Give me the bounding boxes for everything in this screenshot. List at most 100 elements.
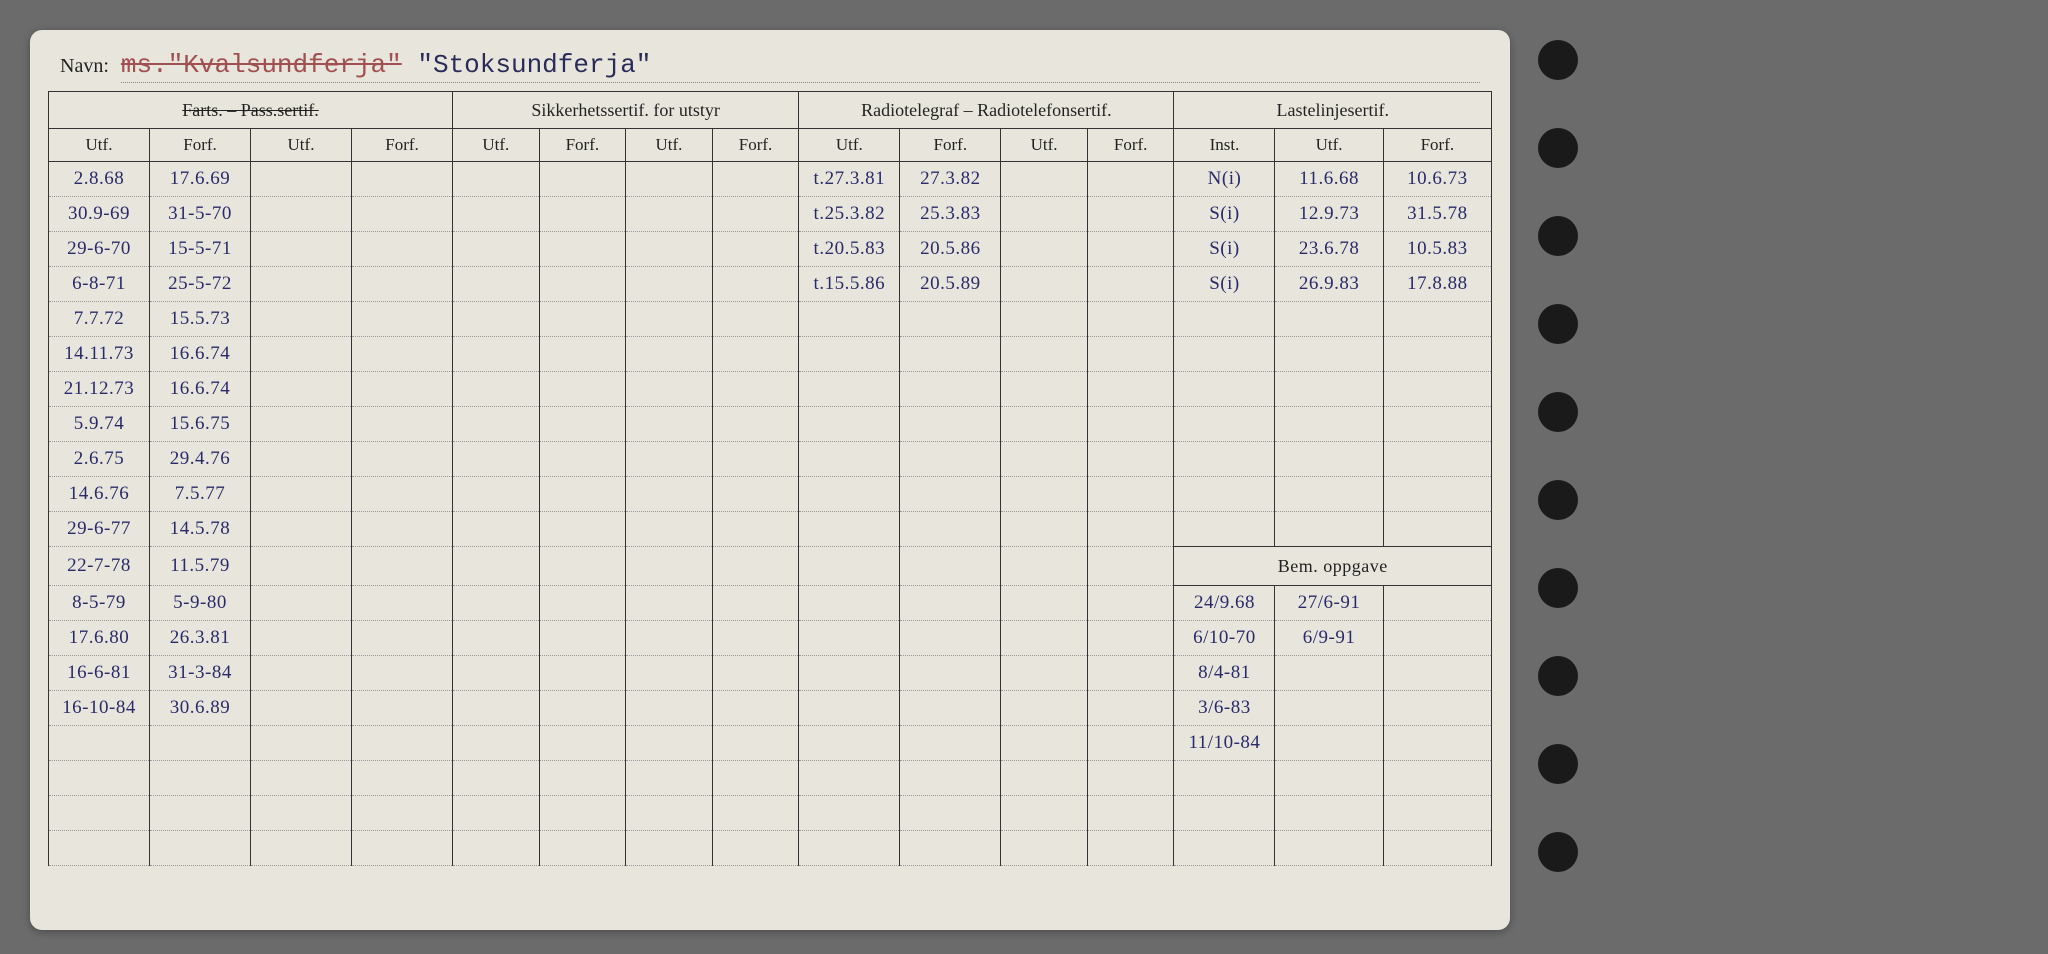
cell bbox=[352, 232, 453, 267]
cell bbox=[251, 796, 352, 831]
cell bbox=[799, 337, 900, 372]
table-row: 29-6-7714.5.78 bbox=[49, 512, 1492, 547]
cell bbox=[1275, 512, 1383, 547]
cell bbox=[1174, 372, 1275, 407]
cell bbox=[900, 407, 1001, 442]
col-utf: Utf. bbox=[453, 129, 540, 162]
cell bbox=[453, 302, 540, 337]
cell bbox=[1087, 197, 1174, 232]
hole-icon bbox=[1538, 216, 1578, 256]
cell: 29-6-77 bbox=[49, 512, 150, 547]
hole-icon bbox=[1538, 656, 1578, 696]
cell bbox=[1001, 477, 1088, 512]
col-utf: Utf. bbox=[251, 129, 352, 162]
cell bbox=[1001, 197, 1088, 232]
cell: 23.6.78 bbox=[1275, 232, 1383, 267]
col-forf: Forf. bbox=[539, 129, 626, 162]
cell bbox=[539, 512, 626, 547]
cell bbox=[150, 726, 251, 761]
navn-label: Navn: bbox=[60, 55, 109, 78]
cell bbox=[539, 831, 626, 866]
cell bbox=[626, 372, 713, 407]
cell bbox=[900, 761, 1001, 796]
cell bbox=[1001, 796, 1088, 831]
cell bbox=[150, 796, 251, 831]
cell bbox=[1174, 831, 1275, 866]
cell bbox=[712, 407, 799, 442]
cell: 26.9.83 bbox=[1275, 267, 1383, 302]
table-body: 2.8.6817.6.69t.27.3.8127.3.82N(i)11.6.68… bbox=[49, 162, 1492, 866]
cell bbox=[49, 761, 150, 796]
cell bbox=[453, 407, 540, 442]
cell bbox=[1174, 512, 1275, 547]
cell bbox=[251, 267, 352, 302]
cell: 11.5.79 bbox=[150, 547, 251, 586]
table-row: 6-8-7125-5-72t.15.5.8620.5.89S(i)26.9.83… bbox=[49, 267, 1492, 302]
cell: 6-8-71 bbox=[49, 267, 150, 302]
table-row bbox=[49, 796, 1492, 831]
cell bbox=[1383, 302, 1491, 337]
cell bbox=[626, 586, 713, 621]
cell bbox=[251, 162, 352, 197]
cell bbox=[712, 691, 799, 726]
cell: 15.6.75 bbox=[150, 407, 251, 442]
cell bbox=[352, 442, 453, 477]
cell bbox=[453, 477, 540, 512]
cell bbox=[1087, 232, 1174, 267]
cell bbox=[539, 656, 626, 691]
cell bbox=[1001, 761, 1088, 796]
cell: 5-9-80 bbox=[150, 586, 251, 621]
cell bbox=[352, 162, 453, 197]
cell bbox=[712, 442, 799, 477]
cell: 6/9-91 bbox=[1275, 621, 1383, 656]
hole-icon bbox=[1538, 128, 1578, 168]
cell bbox=[251, 586, 352, 621]
cell bbox=[1087, 656, 1174, 691]
cell bbox=[1275, 726, 1383, 761]
cell bbox=[539, 162, 626, 197]
cell bbox=[712, 586, 799, 621]
cell bbox=[1174, 761, 1275, 796]
cell bbox=[712, 621, 799, 656]
header-row: Navn: ms."Kvalsundferja" "Stoksundferja" bbox=[30, 30, 1510, 91]
table-row: 2.6.7529.4.76 bbox=[49, 442, 1492, 477]
cell: 11.6.68 bbox=[1275, 162, 1383, 197]
cell bbox=[251, 197, 352, 232]
cell bbox=[1174, 442, 1275, 477]
cell bbox=[1275, 477, 1383, 512]
cell: t.15.5.86 bbox=[799, 267, 900, 302]
cell bbox=[900, 302, 1001, 337]
cell bbox=[453, 337, 540, 372]
cell bbox=[712, 796, 799, 831]
hole-icon bbox=[1538, 832, 1578, 872]
table-row: 17.6.8026.3.816/10-706/9-91 bbox=[49, 621, 1492, 656]
cell: 20.5.86 bbox=[900, 232, 1001, 267]
cell bbox=[251, 547, 352, 586]
cell bbox=[352, 302, 453, 337]
cell bbox=[352, 796, 453, 831]
cell bbox=[539, 547, 626, 586]
cell bbox=[1383, 796, 1491, 831]
cell: 8-5-79 bbox=[49, 586, 150, 621]
cell bbox=[1383, 477, 1491, 512]
cell bbox=[626, 232, 713, 267]
cell bbox=[712, 337, 799, 372]
cell bbox=[539, 796, 626, 831]
cell bbox=[799, 621, 900, 656]
table-row: 5.9.7415.6.75 bbox=[49, 407, 1492, 442]
table-row: 21.12.7316.6.74 bbox=[49, 372, 1492, 407]
cell bbox=[251, 512, 352, 547]
cell: 5.9.74 bbox=[49, 407, 150, 442]
cell bbox=[453, 586, 540, 621]
cell bbox=[712, 232, 799, 267]
cell bbox=[626, 726, 713, 761]
cell bbox=[626, 656, 713, 691]
cell bbox=[1087, 761, 1174, 796]
hole-icon bbox=[1538, 304, 1578, 344]
cell bbox=[626, 831, 713, 866]
cell: 26.3.81 bbox=[150, 621, 251, 656]
col-inst: Inst. bbox=[1174, 129, 1275, 162]
cell bbox=[626, 407, 713, 442]
cell bbox=[539, 621, 626, 656]
cell bbox=[1001, 726, 1088, 761]
